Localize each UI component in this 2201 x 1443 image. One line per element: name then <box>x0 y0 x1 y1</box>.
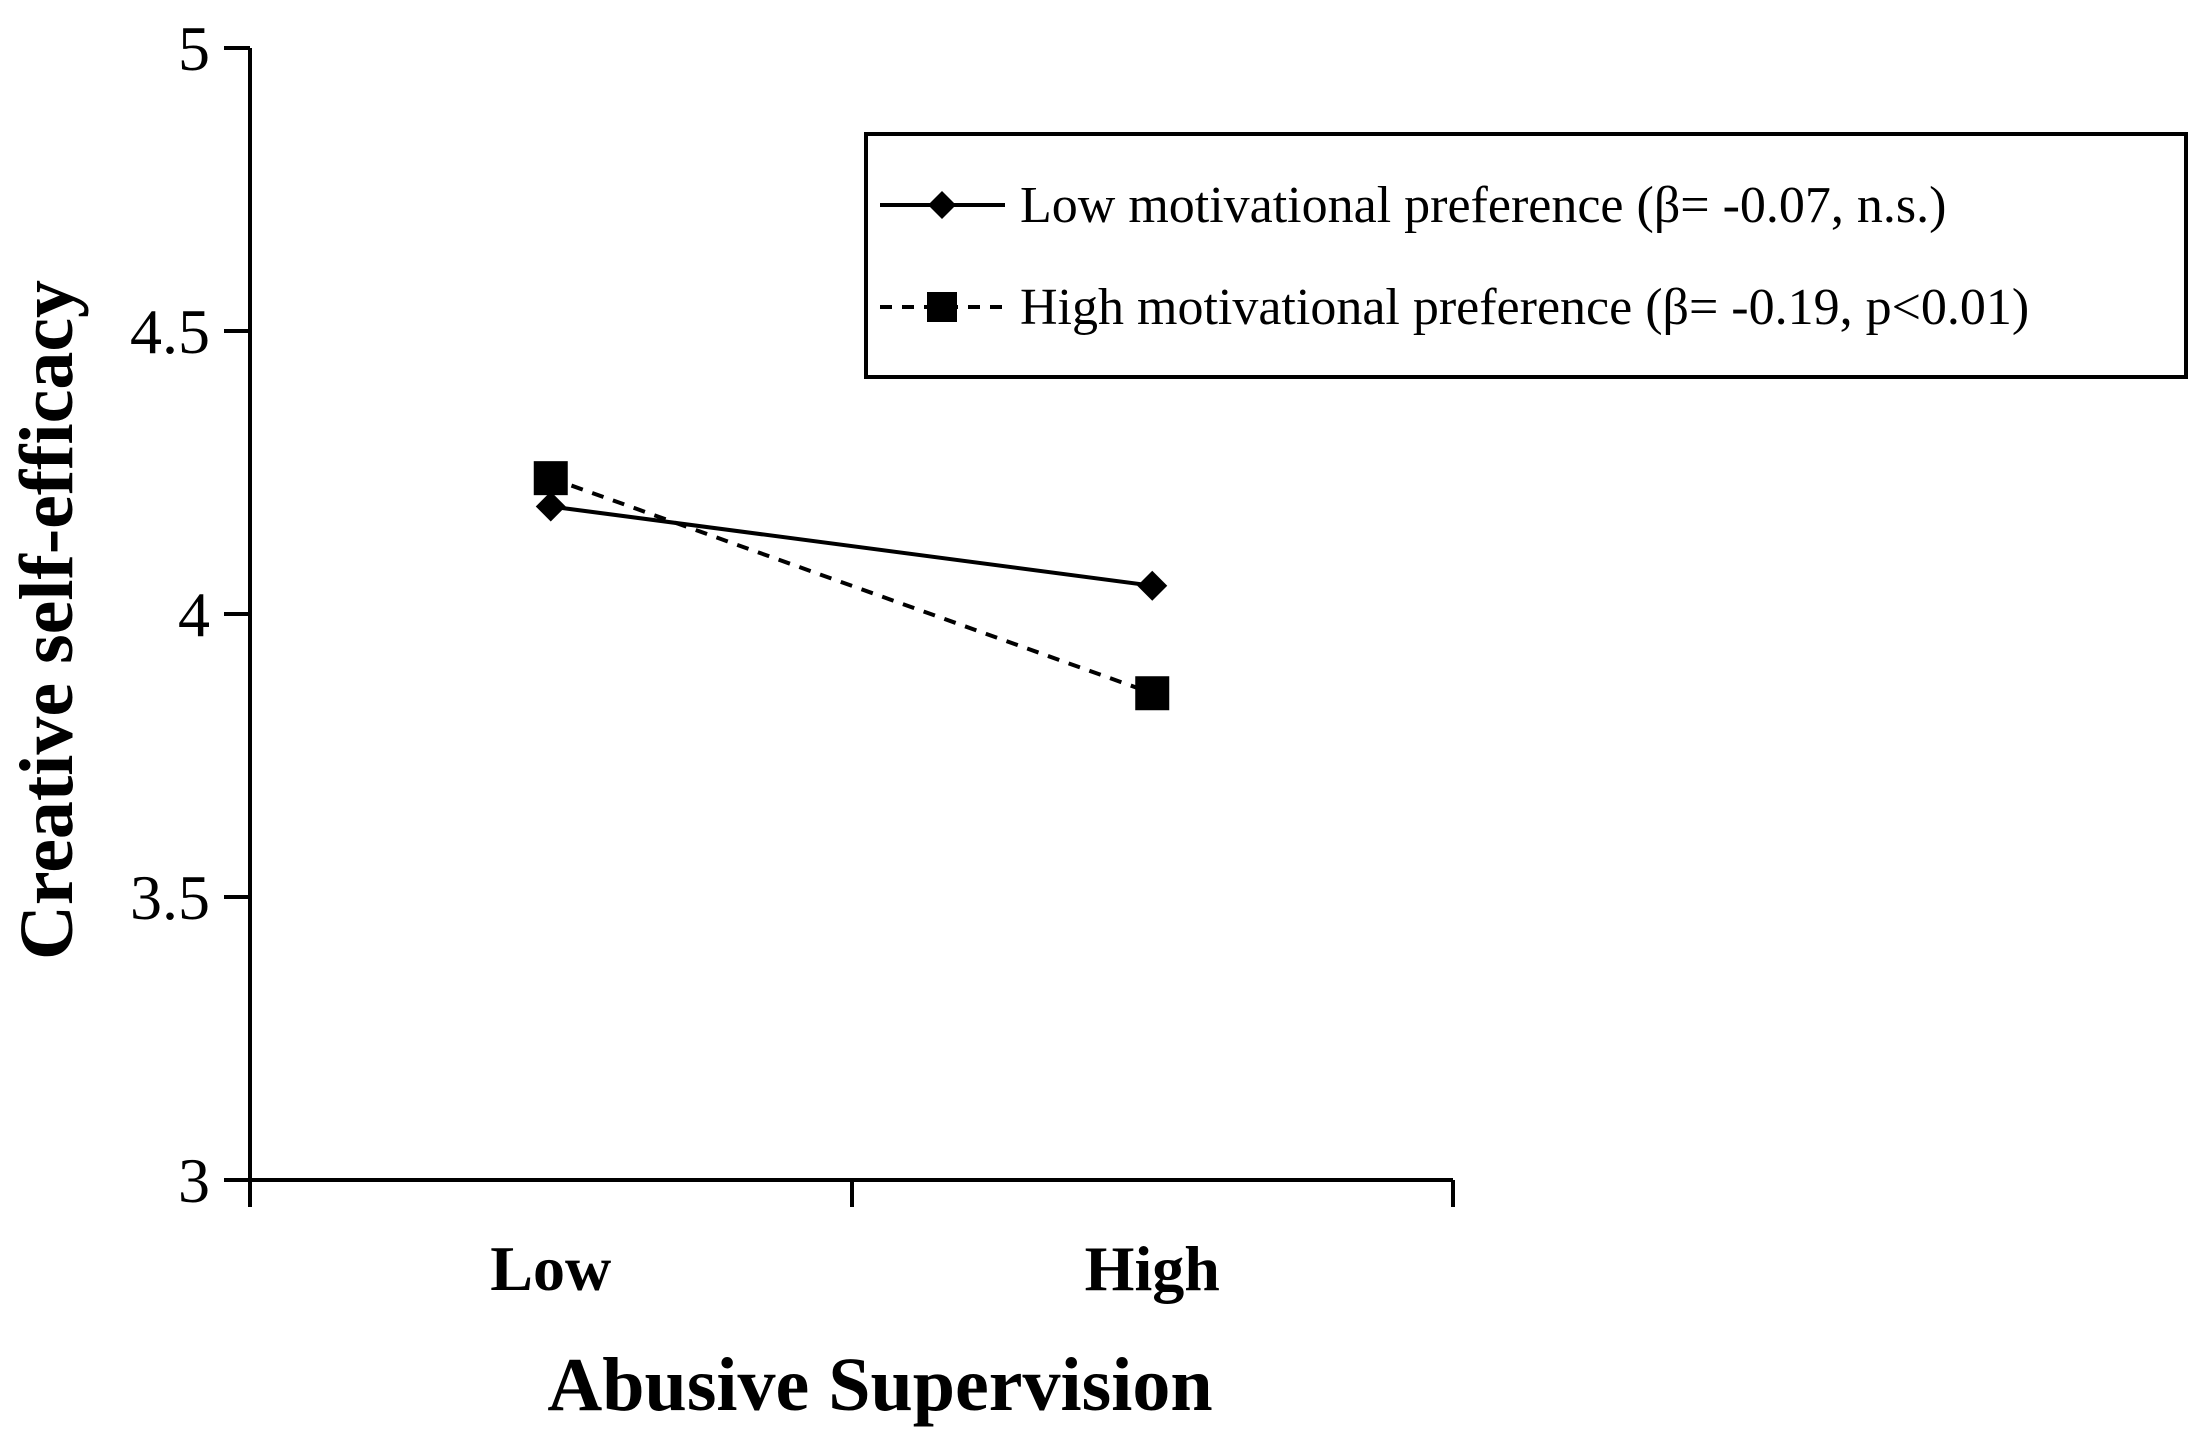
y-tick-label: 5 <box>178 13 210 84</box>
y-axis-ticks: 3 3.5 4 4.5 5 <box>130 13 250 1216</box>
y-axis-title: Creative self-efficacy <box>5 280 89 960</box>
x-axis-title: Abusive Supervision <box>547 1343 1212 1427</box>
data-point-low-high <box>1137 570 1168 601</box>
y-tick-label: 4.5 <box>130 296 210 367</box>
x-axis-ticks <box>248 1180 1455 1207</box>
y-tick-label: 4 <box>178 579 210 650</box>
data-point-low-low <box>535 491 566 522</box>
series-line-high-motivational-preference <box>550 476 1153 696</box>
series-line-low-motivational-preference <box>550 504 1153 588</box>
legend-label-low-motivational-preference: Low motivational preference (β= -0.07, n… <box>1020 177 1946 234</box>
data-point-high-low <box>533 461 568 496</box>
y-tick-label: 3.5 <box>130 862 210 933</box>
x-category-label-high: High <box>1085 1233 1220 1304</box>
legend-swatch-low-diamond-marker <box>928 191 956 219</box>
legend-box <box>864 132 2188 379</box>
x-category-label-low: Low <box>490 1233 611 1304</box>
legend-label-high-motivational-preference: High motivational preference (β= -0.19, … <box>1020 279 2029 336</box>
legend-swatch-high-square-marker <box>927 292 957 322</box>
legend: Low motivational preference (β= -0.07, n… <box>864 132 2188 379</box>
data-point-high-high <box>1135 676 1170 711</box>
y-tick-label: 3 <box>178 1145 210 1216</box>
series-layer <box>533 461 1170 711</box>
